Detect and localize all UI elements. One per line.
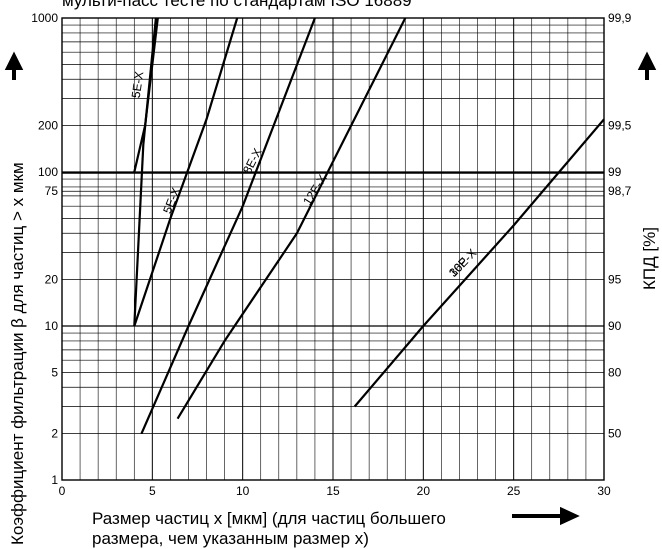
x-tick-label: 10 <box>236 484 250 498</box>
y-tick-label: 2 <box>51 427 58 441</box>
series-line <box>133 17 239 327</box>
series-line <box>176 17 407 420</box>
y2-tick-label: 50 <box>608 427 622 441</box>
series-line <box>133 17 159 173</box>
x-tick-label: 15 <box>326 484 340 498</box>
y-tick-label: 20 <box>45 273 59 287</box>
x-axis-label-line2: размера, чем указанным размер x) <box>92 529 369 548</box>
y-tick-label: 75 <box>45 184 59 198</box>
y-tick-label: 5 <box>51 365 58 379</box>
x-tick-label: 0 <box>59 484 66 498</box>
series-line <box>140 17 316 435</box>
tick-labels: 0 5 10 15 20 25 301251020751002001000508090959… <box>31 11 631 498</box>
x-tick-label: 5 <box>149 484 156 498</box>
x-axis-arrow-icon <box>512 506 580 526</box>
y2-tick-label: 90 <box>608 319 622 333</box>
series-label: 5E-X <box>129 71 147 99</box>
y2-tick-label: 99 <box>608 165 622 179</box>
y2-tick-label: 99,9 <box>608 11 632 25</box>
x-tick-label: 25 <box>507 484 521 498</box>
series-line <box>353 118 605 408</box>
plot-frame <box>61 17 605 481</box>
x-tick-label: 30 <box>597 484 611 498</box>
y2-tick-label: 95 <box>608 273 622 287</box>
y2-tick-label: 80 <box>608 365 622 379</box>
x-tick-label: 20 <box>417 484 431 498</box>
y-tick-label: 1000 <box>31 11 58 25</box>
chart-title: мульти-пасс тесте по стандартам ISO 1688… <box>62 0 412 10</box>
y-tick-label: 100 <box>38 165 58 179</box>
x-axis-label-line1: Размер частиц x [мкм] (для частиц больше… <box>92 509 446 528</box>
y2-axis-arrow-icon <box>637 51 657 80</box>
y-tick-label: 200 <box>38 119 58 133</box>
y-tick-label: 10 <box>45 319 59 333</box>
y-axis-arrow-icon <box>4 51 24 80</box>
y2-tick-label: 99,5 <box>608 119 632 133</box>
y-tick-label: 1 <box>51 473 58 487</box>
y2-axis-label: КПД [%] <box>640 227 659 290</box>
y2-tick-label: 98,7 <box>608 184 632 198</box>
y-axis-label: Коэффициент фильтрации β для частиц > x … <box>8 162 27 545</box>
grid <box>62 18 604 480</box>
